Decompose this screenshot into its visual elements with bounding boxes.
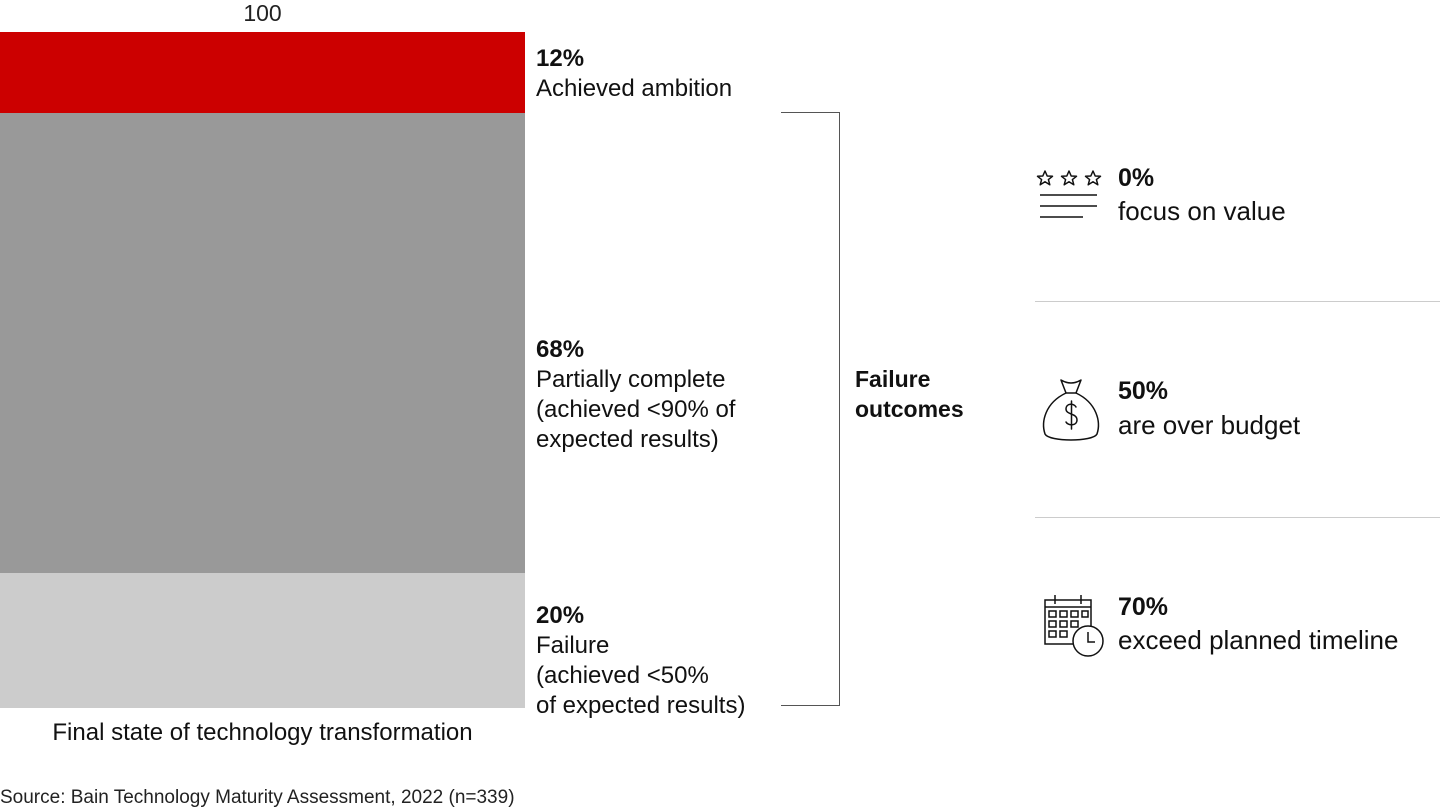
outcome-label: are over budget (1118, 410, 1301, 440)
bar-segment (0, 573, 525, 708)
failure-bracket (781, 112, 840, 706)
money-bag-icon (1042, 379, 1100, 441)
bracket-label: Failure outcomes (855, 366, 964, 422)
outcome-percent: 50% (1118, 377, 1169, 405)
outcome-label: exceed planned timeline (1118, 625, 1399, 655)
bar-segment (0, 113, 525, 573)
source-note: Source: Bain Technology Maturity Assessm… (0, 787, 515, 808)
segment-label: 12% Achieved ambition (536, 44, 732, 104)
calendar-clock-icon (1044, 595, 1104, 657)
segment-label: 20% Failure (achieved <50% of expected re… (536, 601, 745, 721)
outcome-percent: 0% (1118, 164, 1155, 192)
x-axis-label: Final state of technology transformation (52, 719, 473, 746)
bar-segment (0, 32, 525, 113)
outcome-label: focus on value (1118, 196, 1286, 226)
outcome-percent: 70% (1118, 593, 1169, 621)
segment-description: Failure (achieved <50% of expected resul… (536, 632, 746, 719)
outcome-over-budget: 50% are over budget (1035, 376, 1440, 456)
segment-percent: 12% (536, 45, 585, 72)
outcome-divider (1035, 301, 1440, 302)
bar-total-label: 100 (243, 0, 282, 26)
outcome-divider (1035, 517, 1440, 518)
segment-label: 68% Partially complete (achieved <90% of … (536, 335, 735, 455)
rating-stars-icon (1036, 170, 1102, 218)
segment-percent: 20% (536, 602, 585, 629)
outcome-focus-value: 0% focus on value (1035, 163, 1440, 243)
segment-percent: 68% (536, 336, 585, 363)
segment-description: Achieved ambition (536, 75, 733, 102)
segment-description: Partially complete (achieved <90% of exp… (536, 366, 736, 453)
outcome-timeline: 70% exceed planned timeline (1035, 592, 1440, 672)
